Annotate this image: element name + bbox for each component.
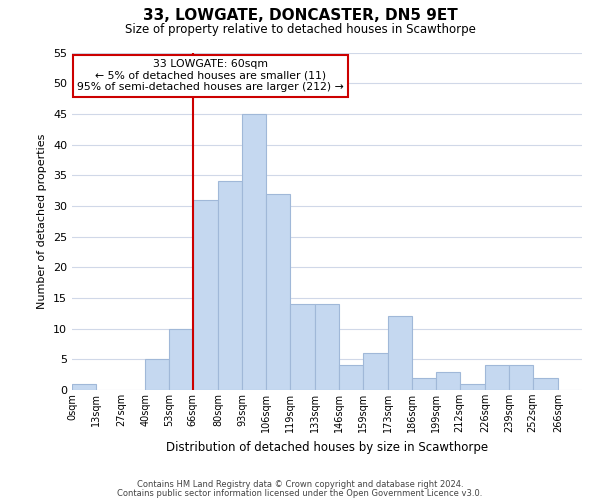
Text: Size of property relative to detached houses in Scawthorpe: Size of property relative to detached ho… xyxy=(125,22,475,36)
Bar xyxy=(388,316,412,390)
Bar xyxy=(362,353,388,390)
Y-axis label: Number of detached properties: Number of detached properties xyxy=(37,134,47,309)
X-axis label: Distribution of detached houses by size in Scawthorpe: Distribution of detached houses by size … xyxy=(166,440,488,454)
Bar xyxy=(485,366,509,390)
Bar xyxy=(509,366,533,390)
Bar xyxy=(72,384,96,390)
Bar xyxy=(412,378,436,390)
Bar xyxy=(339,366,362,390)
Text: Contains public sector information licensed under the Open Government Licence v3: Contains public sector information licen… xyxy=(118,488,482,498)
Bar xyxy=(460,384,485,390)
Text: Contains HM Land Registry data © Crown copyright and database right 2024.: Contains HM Land Registry data © Crown c… xyxy=(137,480,463,489)
Bar xyxy=(436,372,460,390)
Bar xyxy=(218,182,242,390)
Bar xyxy=(169,328,193,390)
Bar xyxy=(145,360,169,390)
Bar xyxy=(242,114,266,390)
Text: 33 LOWGATE: 60sqm
← 5% of detached houses are smaller (11)
95% of semi-detached : 33 LOWGATE: 60sqm ← 5% of detached house… xyxy=(77,59,344,92)
Bar xyxy=(290,304,315,390)
Bar xyxy=(193,200,218,390)
Bar xyxy=(266,194,290,390)
Bar xyxy=(533,378,558,390)
Bar xyxy=(315,304,339,390)
Text: 33, LOWGATE, DONCASTER, DN5 9ET: 33, LOWGATE, DONCASTER, DN5 9ET xyxy=(143,8,457,22)
